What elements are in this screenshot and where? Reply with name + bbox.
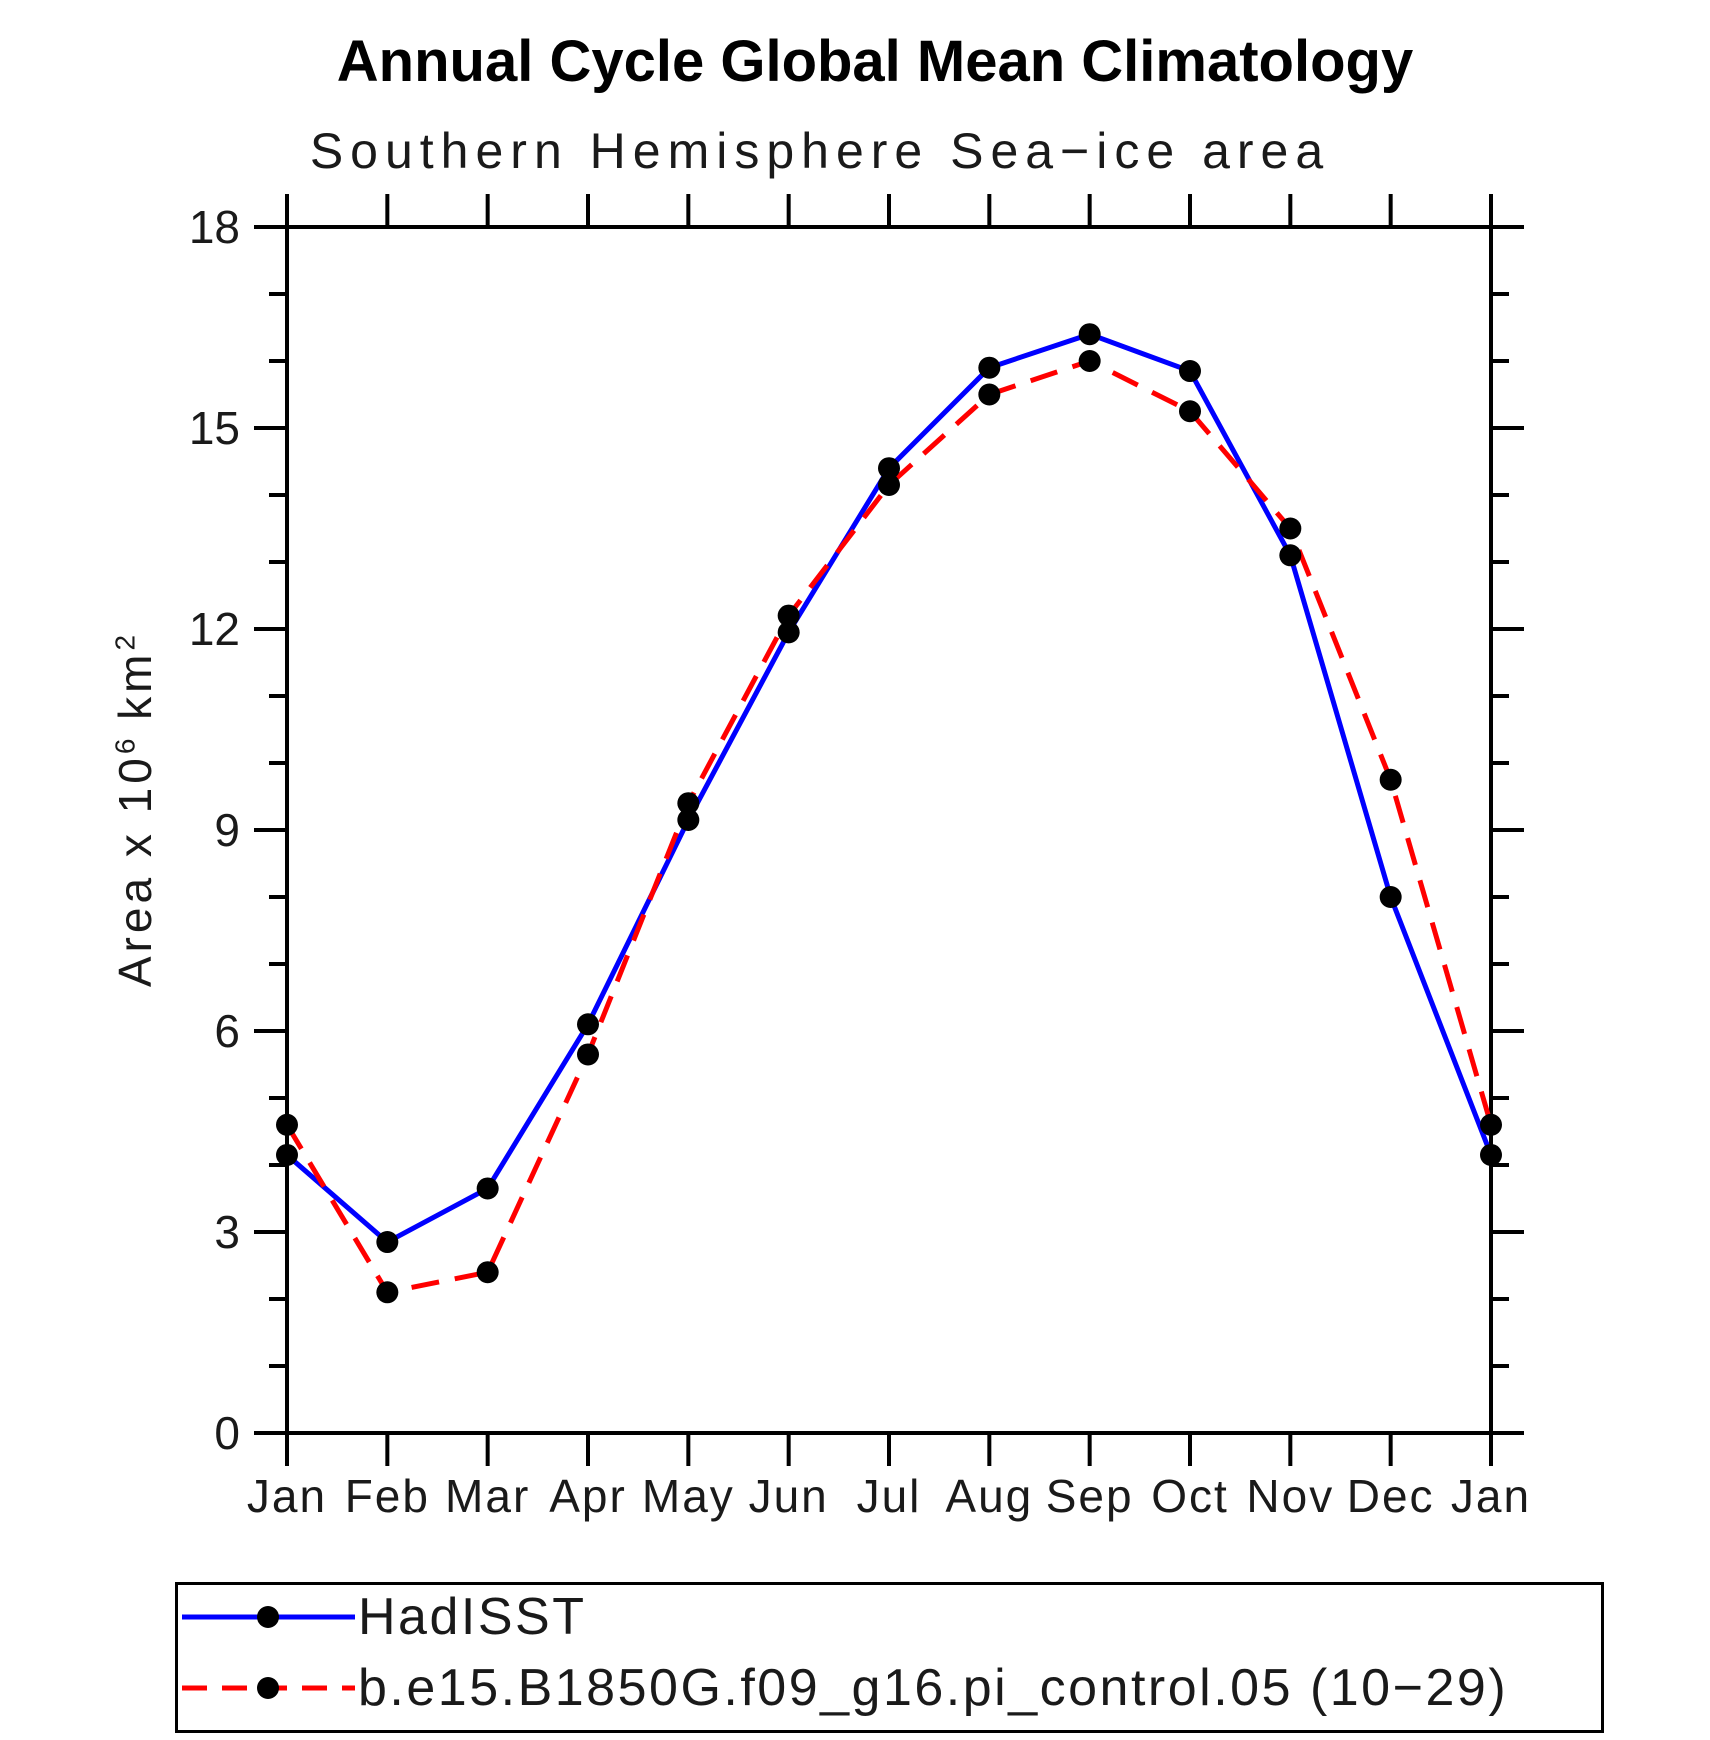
data-point-marker [1279, 517, 1302, 540]
legend: HadISST b.e15.B1850G.f09_g16.pi_control.… [175, 1582, 1604, 1733]
x-tick-label: Jan [1451, 1470, 1531, 1522]
data-point-marker [1379, 768, 1402, 791]
data-point-marker [878, 457, 900, 480]
y-tick-label: 0 [214, 1407, 240, 1459]
y-tick-label: 15 [189, 402, 240, 454]
y-tick-label: 3 [214, 1206, 240, 1258]
legend-marker [257, 1606, 279, 1628]
data-point-marker [476, 1261, 499, 1284]
chart-subtitle: Southern Hemisphere Sea−ice area [309, 123, 1331, 179]
x-tick-label: Dec [1347, 1470, 1435, 1522]
data-point-marker [978, 356, 1001, 379]
y-tick-label: 18 [189, 201, 240, 253]
x-tick-label: May [642, 1470, 735, 1522]
data-point-marker [1480, 1113, 1502, 1136]
data-point-marker [1379, 886, 1402, 908]
data-point-marker [1179, 400, 1201, 423]
data-point-marker [978, 383, 1001, 406]
legend-label-model: b.e15.B1850G.f09_g16.pi_control.05 (10−2… [358, 1659, 1509, 1717]
data-point-marker [1078, 323, 1101, 346]
x-tick-label: Jan [247, 1470, 327, 1522]
legend-marker [257, 1677, 279, 1699]
y-tick-label: 12 [189, 603, 240, 655]
data-point-marker [276, 1113, 298, 1136]
y-tick-label: 6 [214, 1005, 240, 1057]
x-tick-label: Oct [1151, 1470, 1229, 1522]
data-point-marker [1279, 544, 1302, 567]
legend-sample-line-dashed [182, 1677, 355, 1699]
data-point-marker [577, 1043, 599, 1066]
data-point-marker [777, 621, 800, 644]
x-tick-label: Apr [549, 1470, 627, 1522]
legend-sample-line-solid [182, 1606, 355, 1628]
x-tick-label: Jul [857, 1470, 922, 1522]
data-point-marker [1078, 350, 1101, 372]
data-point-marker [376, 1231, 399, 1254]
x-tick-label: Aug [945, 1470, 1033, 1522]
x-tick-label: Jun [749, 1470, 829, 1522]
data-point-marker [878, 473, 900, 496]
data-point-marker [1179, 360, 1201, 383]
data-point-marker [476, 1177, 499, 1200]
x-tick-label: Feb [345, 1470, 430, 1522]
x-tick-label: Mar [445, 1470, 530, 1522]
x-tick-label: Nov [1246, 1470, 1334, 1522]
x-tick-label: Sep [1046, 1470, 1134, 1522]
data-point-marker [1480, 1143, 1502, 1166]
plot-frame [285, 225, 1493, 1435]
chart-title: Annual Cycle Global Mean Climatology [336, 29, 1414, 94]
data-point-marker [276, 1143, 298, 1166]
series-line-1 [284, 358, 1494, 1295]
data-point-marker [577, 1013, 599, 1036]
y-tick-label: 9 [214, 804, 240, 856]
data-point-marker [677, 792, 700, 815]
data-point-marker [777, 604, 800, 627]
legend-item-model: b.e15.B1850G.f09_g16.pi_control.05 (10−2… [182, 1659, 1508, 1717]
legend-label-hadisst: HadISST [358, 1588, 587, 1646]
data-point-marker [677, 808, 700, 831]
legend-item-hadisst: HadISST [182, 1588, 586, 1646]
data-point-marker [376, 1281, 399, 1304]
